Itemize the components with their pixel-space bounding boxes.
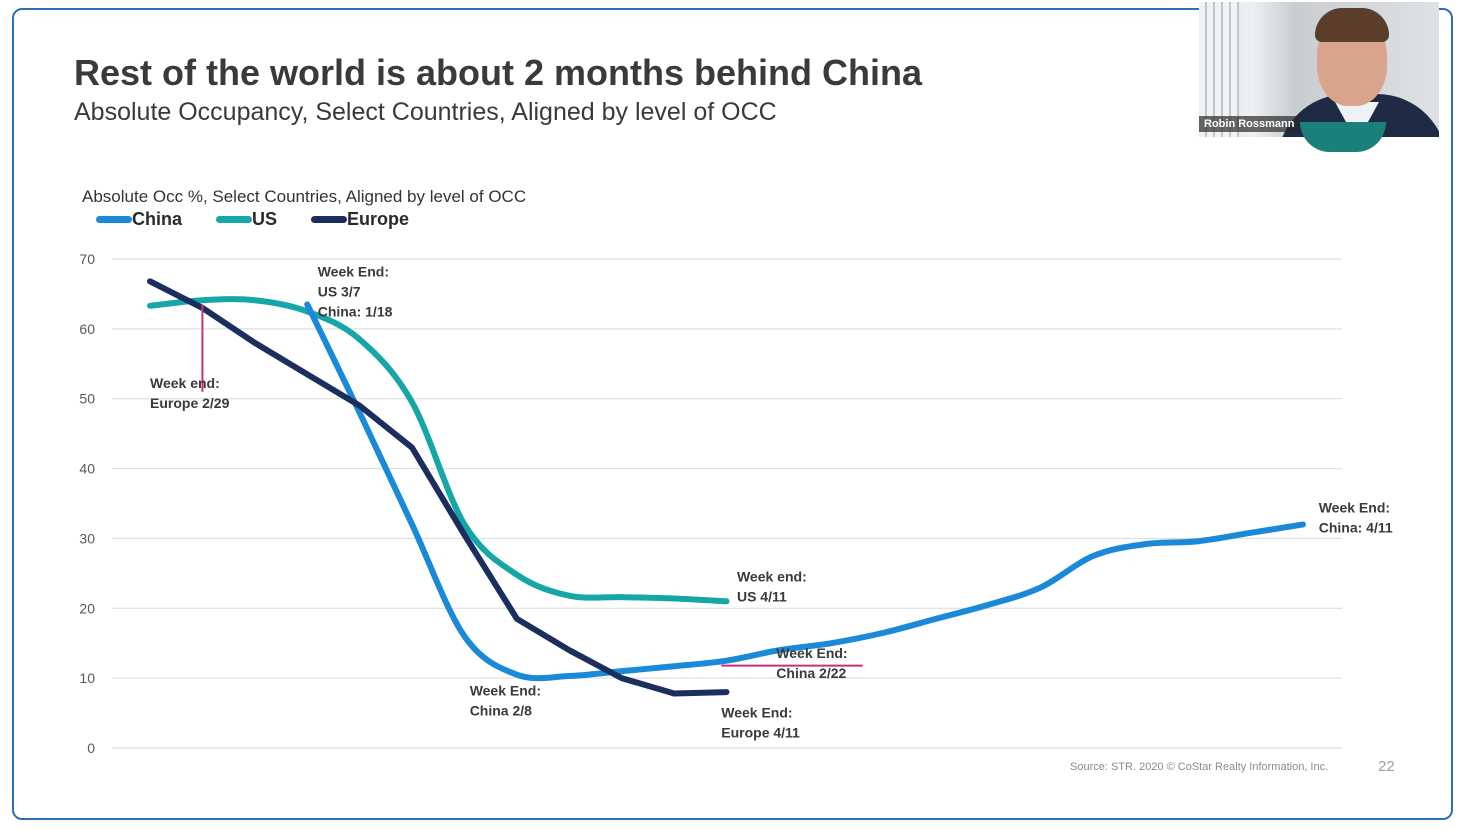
annotation-6: Week End: China: 4/11 xyxy=(1319,500,1393,536)
y-tick-label-60: 60 xyxy=(79,321,95,337)
annotation-2-line-2: US 4/11 xyxy=(737,589,787,605)
annotation-5-line-2: Europe 4/11 xyxy=(721,724,800,740)
slide-subtitle: Absolute Occupancy, Select Countries, Al… xyxy=(74,98,777,126)
legend-swatch-europe xyxy=(311,215,348,223)
annotation-0: Week End: US 3/7 China: 1/18 xyxy=(318,263,393,319)
annotation-5: Week End: Europe 4/11 xyxy=(721,704,800,740)
y-tick-label-20: 20 xyxy=(79,600,95,616)
y-tick-label-30: 30 xyxy=(79,530,95,546)
annotation-0-line-2: US 3/7 xyxy=(318,283,361,299)
legend-item-us: US xyxy=(216,209,277,230)
page-number: 22 xyxy=(1378,758,1395,775)
annotation-4: Week End: China 2/22 xyxy=(776,645,847,681)
y-tick-label-10: 10 xyxy=(79,670,95,686)
source-note: Source: STR. 2020 © CoStar Realty Inform… xyxy=(1070,761,1329,773)
annotation-2-line-1: Week end: xyxy=(737,569,807,585)
annotation-0-line-1: Week End: xyxy=(318,263,389,279)
legend-swatch-us xyxy=(216,215,253,223)
annotation-1-line-1: Week end: xyxy=(150,375,220,391)
y-tick-label-70: 70 xyxy=(79,251,95,267)
annotation-6-line-1: Week End: xyxy=(1319,500,1390,516)
annotation-2: Week end: US 4/11 xyxy=(737,569,807,605)
annotation-4-line-1: Week End: xyxy=(776,645,847,661)
annotation-3: Week End: China 2/8 xyxy=(470,683,541,719)
window-blinds xyxy=(1199,2,1239,137)
series-line-china xyxy=(304,301,1306,682)
legend-item-europe: Europe xyxy=(311,209,409,230)
presenter-name-tag: Robin Rossmann xyxy=(1199,116,1300,132)
legend-label-us: US xyxy=(252,208,278,229)
legend-swatch-china xyxy=(96,215,132,223)
annotation-0-line-3: China: 1/18 xyxy=(318,303,393,319)
annotation-4-line-2: China 2/22 xyxy=(776,665,846,681)
legend-label-china: China xyxy=(132,208,183,229)
series-line-europe xyxy=(147,278,730,697)
annotation-1-line-2: Europe 2/29 xyxy=(150,395,230,411)
annotation-3-line-1: Week End: xyxy=(470,683,541,699)
presenter-video: Robin Rossmann xyxy=(1199,2,1439,137)
slide-title: Rest of the world is about 2 months behi… xyxy=(74,52,923,93)
annotation-5-line-1: Week End: xyxy=(721,704,792,720)
legend-label-europe: Europe xyxy=(347,208,410,229)
chart-title: Absolute Occ %, Select Countries, Aligne… xyxy=(82,187,527,206)
annotation-6-line-2: China: 4/11 xyxy=(1319,520,1393,536)
y-tick-label-50: 50 xyxy=(79,391,95,407)
presenter-hair xyxy=(1315,8,1389,42)
slide-frame xyxy=(12,8,1453,820)
y-tick-label-40: 40 xyxy=(79,461,95,477)
annotation-1: Week end: Europe 2/29 xyxy=(150,375,230,411)
video-accent-arc xyxy=(1300,122,1386,152)
series-line-us xyxy=(147,296,730,605)
annotation-3-line-2: China 2/8 xyxy=(470,703,532,719)
chart-legend: China US Europe xyxy=(96,208,443,230)
y-tick-label-0: 0 xyxy=(87,740,95,756)
legend-item-china: China xyxy=(96,209,182,230)
